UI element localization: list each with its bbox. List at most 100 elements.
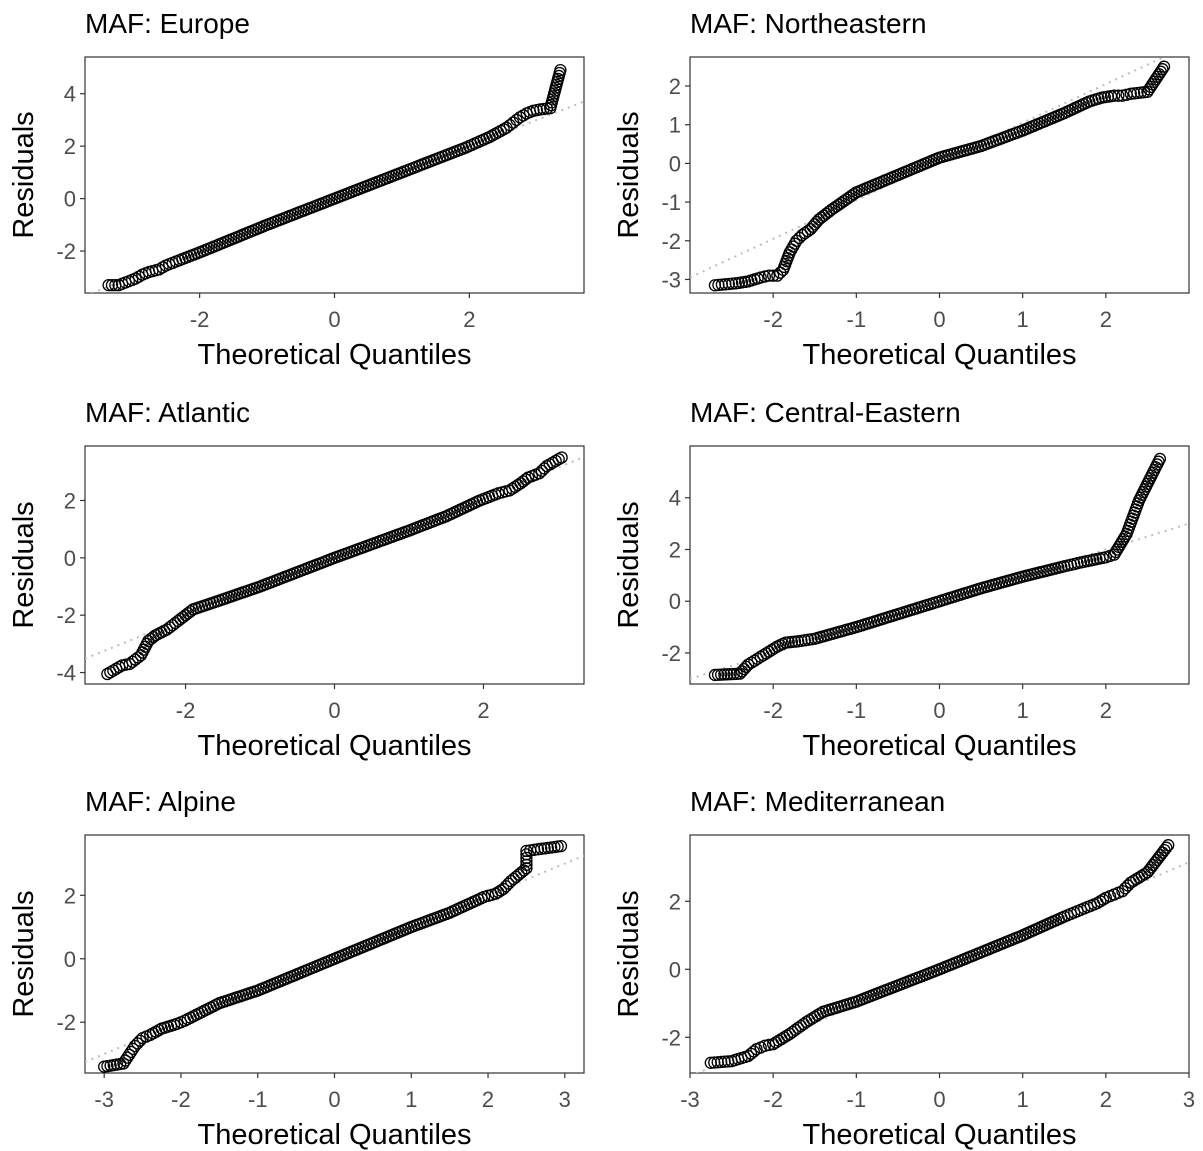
x-tick-label: -2: [763, 307, 783, 332]
x-tick-label: 2: [1100, 698, 1112, 723]
x-tick-label: 1: [1017, 1087, 1029, 1112]
qq-point: [519, 473, 532, 486]
qq-point: [555, 451, 568, 464]
x-axis-label: Theoretical Quantiles: [802, 730, 1076, 762]
qq-point: [1112, 89, 1125, 102]
qq-point: [1162, 839, 1175, 852]
y-axis-label: Residuals: [613, 501, 645, 628]
qq-point: [107, 664, 120, 677]
y-tick-label: 0: [64, 947, 76, 972]
qq-point: [711, 668, 725, 681]
qq-points: [101, 451, 568, 681]
qq-point: [708, 668, 722, 682]
x-tick-label: -2: [171, 1087, 191, 1112]
x-tick-label: -1: [847, 307, 867, 332]
y-tick-label: -4: [56, 661, 76, 686]
x-tick-label: -1: [847, 698, 867, 723]
y-tick-label: -2: [56, 1010, 76, 1035]
qq-point: [751, 652, 764, 665]
qq-point: [546, 456, 559, 469]
qq-points: [704, 839, 1175, 1069]
qq-panel-1: MAF: Europe Residuals Theoretical Quantile…: [8, 8, 585, 371]
qq-point: [1160, 841, 1173, 854]
y-tick-label: -2: [56, 603, 76, 628]
y-axis-label: Residuals: [613, 890, 645, 1017]
x-tick-label: 2: [1100, 1087, 1112, 1112]
qq-point: [1153, 452, 1167, 466]
qq-points: [708, 452, 1167, 682]
qq-point: [745, 656, 758, 669]
y-tick-label: 4: [64, 82, 76, 107]
panel-frame: [84, 834, 585, 1074]
qq-point: [549, 454, 562, 468]
x-tick-label: 0: [933, 698, 945, 723]
x-tick-label: 0: [933, 1087, 945, 1112]
qq-point: [1096, 893, 1110, 906]
qq-point: [715, 668, 728, 681]
panel-frame: [84, 445, 585, 685]
x-tick-label: 2: [1100, 307, 1112, 332]
qq-point: [722, 277, 735, 291]
x-tick-label: 3: [1183, 1087, 1195, 1112]
x-tick-label: 1: [1017, 698, 1029, 723]
qq-point: [786, 240, 800, 253]
qq-reference-line: [690, 57, 1167, 279]
qq-point: [1157, 60, 1171, 73]
qq-point: [748, 654, 761, 667]
panel-title: MAF: Northeastern: [690, 8, 927, 39]
qq-points: [708, 60, 1171, 292]
y-tick-label: -2: [661, 641, 681, 666]
x-tick-label: -2: [176, 698, 196, 723]
qq-point: [552, 453, 565, 466]
x-tick-label: -2: [763, 698, 783, 723]
x-tick-label: 2: [463, 307, 475, 332]
qq-point: [762, 269, 776, 282]
x-tick-label: -2: [763, 1087, 783, 1112]
panel-title: MAF: Europe: [85, 8, 250, 39]
x-tick-label: 0: [328, 307, 340, 332]
qq-point: [810, 215, 823, 229]
panel-frame: [689, 834, 1190, 1074]
qq-point: [105, 278, 119, 292]
qq-panel-5: MAF: Alpine Residuals Theoretical Quantile…: [8, 786, 585, 1151]
x-axis-label: Theoretical Quantiles: [197, 339, 471, 371]
y-axis-label: Residuals: [8, 501, 40, 628]
qq-point: [735, 665, 749, 678]
x-tick-label: 1: [1017, 307, 1029, 332]
qq-panel-6: MAF: Mediterranean Residuals Theoretical Q…: [613, 786, 1195, 1151]
y-tick-label: -3: [661, 267, 681, 292]
qq-points: [98, 839, 568, 1073]
y-tick-label: 2: [64, 488, 76, 513]
qq-panel-2: MAF: Northeastern Residuals Theoretical Qu…: [613, 8, 1190, 371]
y-tick-label: -2: [56, 239, 76, 264]
x-axis-label: Theoretical Quantiles: [802, 1119, 1076, 1151]
qq-point: [510, 113, 523, 127]
x-axis-label: Theoretical Quantiles: [197, 730, 471, 762]
y-axis-label: Residuals: [613, 111, 645, 238]
y-tick-label: 0: [669, 589, 681, 614]
y-axis-label: Residuals: [8, 111, 40, 238]
qq-panel-3: MAF: Atlantic Residuals Theoretical Quanti…: [8, 397, 585, 762]
qq-point: [767, 269, 780, 282]
qq-point: [724, 667, 737, 681]
panel-frame: [84, 56, 585, 294]
qq-point: [104, 666, 117, 679]
qq-point: [517, 864, 531, 877]
qq-point: [737, 662, 751, 676]
qq-point: [540, 459, 553, 473]
qq-point: [1108, 89, 1121, 102]
qq-point: [554, 63, 567, 77]
qq-point: [1116, 89, 1129, 102]
qq-point: [758, 1039, 771, 1052]
qq-point: [554, 839, 568, 853]
qq-point: [721, 668, 734, 681]
panel-title: MAF: Mediterranean: [690, 786, 945, 817]
qq-point: [1156, 63, 1169, 76]
panel-title: MAF: Alpine: [85, 786, 236, 817]
x-tick-label: -3: [680, 1087, 700, 1112]
qq-point: [742, 658, 755, 671]
qq-reference-line: [85, 854, 584, 1063]
x-axis-label: Theoretical Quantiles: [197, 1119, 471, 1151]
panel-title: MAF: Central-Eastern: [690, 397, 961, 428]
